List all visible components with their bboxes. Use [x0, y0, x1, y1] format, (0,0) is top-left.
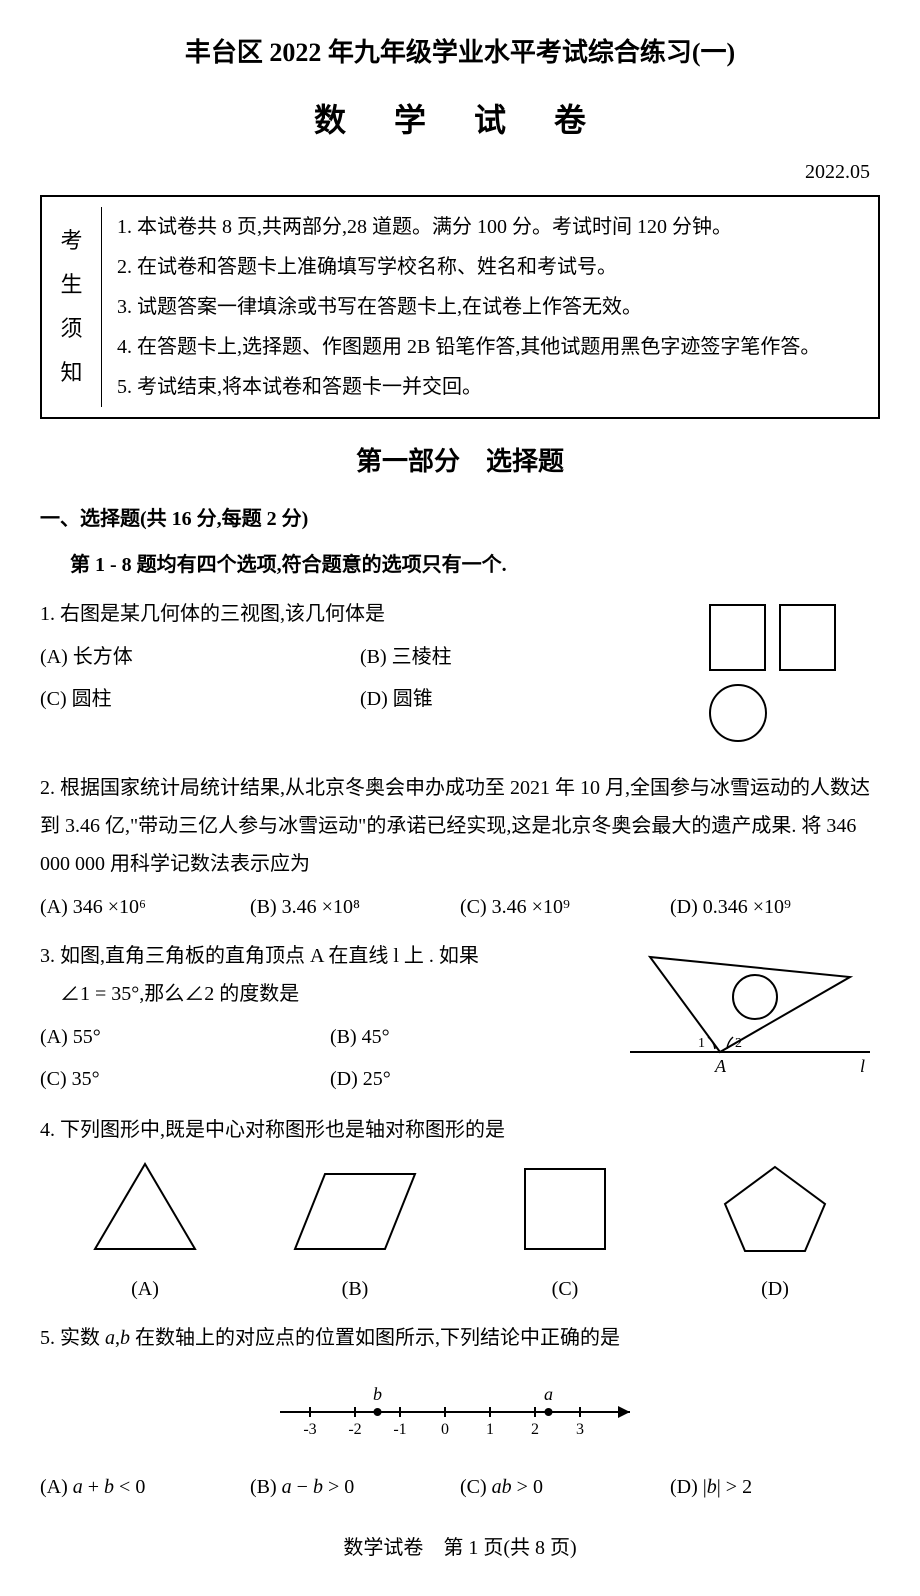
q3-label-1: 1	[698, 1036, 705, 1051]
q5-tick: -1	[393, 1421, 406, 1438]
q3-opt-b: (B) 45°	[330, 1019, 620, 1055]
notice-item: 1. 本试卷共 8 页,共两部分,28 道题。满分 100 分。考试时间 120…	[117, 207, 868, 247]
q3-text-2: ∠1 = 35°,那么∠2 的度数是	[60, 975, 620, 1013]
question-3: 3. 如图,直角三角板的直角顶点 A 在直线 l 上 . 如果 ∠1 = 35°…	[40, 937, 880, 1099]
subsection-title: 一、选择题(共 16 分,每题 2 分)	[40, 501, 880, 537]
notice-items: 1. 本试卷共 8 页,共两部分,28 道题。满分 100 分。考试时间 120…	[117, 207, 868, 407]
q1-opt-d: (D) 圆锥	[360, 681, 680, 717]
q3-opt-c: (C) 35°	[40, 1061, 330, 1097]
page-footer: 数学试卷 第 1 页(共 8 页)	[40, 1530, 880, 1566]
q5-text: 5. 实数 a,b 在数轴上的对应点的位置如图所示,下列结论中正确的是	[40, 1319, 880, 1357]
q3-triangle-diagram: 1 2 A l	[620, 937, 880, 1099]
q4-shape-b: (B)	[265, 1159, 445, 1307]
sub-title: 数 学 试 卷	[40, 92, 880, 150]
q4-shape-a: (A)	[55, 1159, 235, 1307]
q2-opt-d: (D) 0.346 ×10⁹	[670, 889, 880, 925]
q5-label-a: a	[544, 1384, 553, 1404]
q4-opt-b: (B)	[265, 1271, 445, 1307]
question-1: 1. 右图是某几何体的三视图,该几何体是 (A) 长方体 (B) 三棱柱 (C)…	[40, 595, 880, 757]
notice-item: 2. 在试卷和答题卡上准确填写学校名称、姓名和考试号。	[117, 247, 868, 287]
q1-opt-b: (B) 三棱柱	[360, 639, 680, 675]
q4-text: 4. 下列图形中,既是中心对称图形也是轴对称图形的是	[40, 1111, 880, 1149]
q3-label-l: l	[860, 1056, 865, 1076]
question-4: 4. 下列图形中,既是中心对称图形也是轴对称图形的是 (A) (B) (C) (…	[40, 1111, 880, 1307]
q2-opt-a: (A) 346 ×10⁶	[40, 889, 250, 925]
q2-opt-c: (C) 3.46 ×10⁹	[460, 889, 670, 925]
q2-opt-b: (B) 3.46 ×10⁸	[250, 889, 460, 925]
q4-shape-d: (D)	[685, 1159, 865, 1307]
q1-three-view-diagram	[680, 595, 880, 757]
q3-opt-a: (A) 55°	[40, 1019, 330, 1055]
q5-opt-d: (D) |b| > 2	[670, 1469, 880, 1505]
q1-text: 1. 右图是某几何体的三视图,该几何体是	[40, 595, 680, 633]
q4-opt-d: (D)	[685, 1271, 865, 1307]
q5-tick: 0	[441, 1421, 449, 1438]
notice-item: 3. 试题答案一律填涂或书写在答题卡上,在试卷上作答无效。	[117, 287, 868, 327]
notice-item: 5. 考试结束,将本试卷和答题卡一并交回。	[117, 367, 868, 407]
q5-tick: -2	[348, 1421, 361, 1438]
q2-text: 2. 根据国家统计局统计结果,从北京冬奥会申办成功至 2021 年 10 月,全…	[40, 769, 880, 883]
notice-item: 4. 在答题卡上,选择题、作图题用 2B 铅笔作答,其他试题用黑色字迹签字笔作答…	[117, 327, 868, 367]
q5-number-line: -3 -2 -1 0 1 2 3 b a	[40, 1372, 880, 1454]
notice-char: 须	[60, 307, 82, 351]
q5-tick: -3	[303, 1421, 316, 1438]
q4-opt-c: (C)	[475, 1271, 655, 1307]
q5-opt-a: (A) a + b < 0	[40, 1469, 250, 1505]
notice-box: 考 生 须 知 1. 本试卷共 8 页,共两部分,28 道题。满分 100 分。…	[40, 195, 880, 419]
notice-char: 知	[60, 351, 82, 395]
q1-opt-c: (C) 圆柱	[40, 681, 360, 717]
section-title: 第一部分 选择题	[40, 439, 880, 486]
q5-opt-b: (B) a − b > 0	[250, 1469, 460, 1505]
q5-label-b: b	[373, 1384, 382, 1404]
main-title: 丰台区 2022 年九年级学业水平考试综合练习(一)	[40, 30, 880, 77]
question-2: 2. 根据国家统计局统计结果,从北京冬奥会申办成功至 2021 年 10 月,全…	[40, 769, 880, 925]
q3-opt-d: (D) 25°	[330, 1061, 620, 1097]
exam-date: 2022.05	[40, 154, 880, 190]
q3-label-2: 2	[735, 1036, 742, 1051]
notice-char: 考	[60, 219, 82, 263]
q4-opt-a: (A)	[55, 1271, 235, 1307]
q4-shape-c: (C)	[475, 1159, 655, 1307]
q3-text-1: 3. 如图,直角三角板的直角顶点 A 在直线 l 上 . 如果	[40, 937, 620, 975]
instruction: 第 1 - 8 题均有四个选项,符合题意的选项只有一个.	[70, 547, 880, 583]
q5-tick: 3	[576, 1421, 584, 1438]
q5-tick: 2	[531, 1421, 539, 1438]
q1-opt-a: (A) 长方体	[40, 639, 360, 675]
notice-char: 生	[60, 263, 82, 307]
notice-label: 考 生 须 知	[52, 207, 102, 407]
q3-label-A: A	[714, 1056, 727, 1076]
q5-opt-c: (C) ab > 0	[460, 1469, 670, 1505]
q5-tick: 1	[486, 1421, 494, 1438]
question-5: 5. 实数 a,b 在数轴上的对应点的位置如图所示,下列结论中正确的是 -3 -…	[40, 1319, 880, 1505]
